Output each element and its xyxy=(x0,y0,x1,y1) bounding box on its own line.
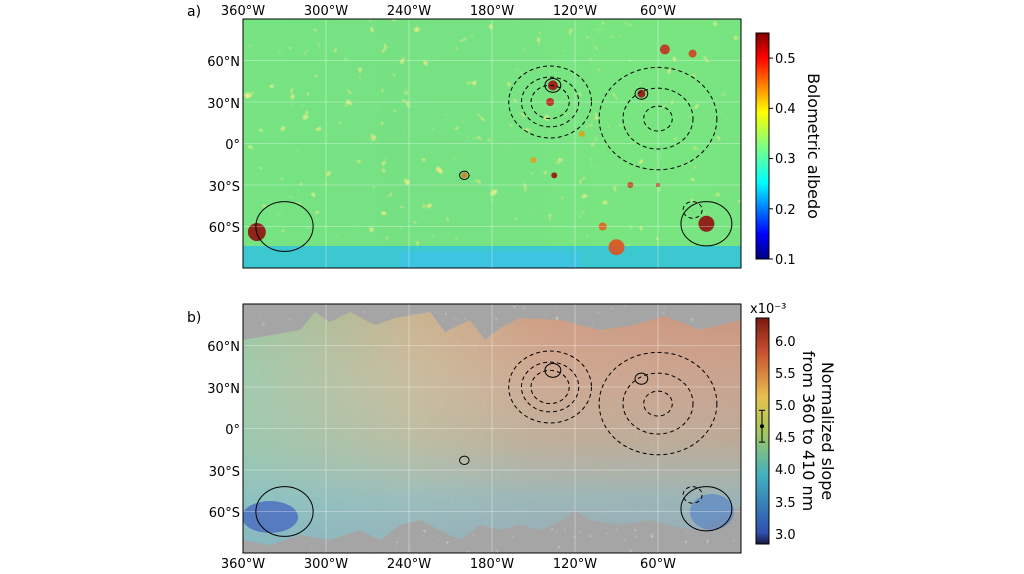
colorbar-tick-label: 3.5 xyxy=(775,496,796,511)
x-tick-label: 120°W xyxy=(553,4,597,19)
colorbar-tick-label: 0.5 xyxy=(775,52,796,67)
colorbar-tick-label: 5.0 xyxy=(775,399,796,414)
solid-contour xyxy=(680,486,733,532)
dashed-contour xyxy=(622,87,694,150)
colorbar-tick-label: 0.3 xyxy=(775,152,796,167)
panel-a-yticks: 60°N 30°N 0° 30°S 60°S xyxy=(207,55,240,236)
y-tick-label: 30°N xyxy=(207,97,240,112)
colorbar-a: 0.1 0.2 0.3 0.4 0.5 Bolometric albedo xyxy=(755,32,823,268)
x-tick-label: 180°W xyxy=(470,4,514,19)
blue-low-slope-region xyxy=(690,494,734,530)
colorbar-tick-label: 4.5 xyxy=(775,431,796,446)
panel-b-xticks: 360°W 300°W 240°W 180°W 120°W 60°W xyxy=(221,557,676,572)
solid-contour xyxy=(459,170,470,180)
colorbar-tick-label: 0.2 xyxy=(775,203,796,218)
colorbar-tick-label: 3.0 xyxy=(775,528,796,543)
colorbar-a-ramp xyxy=(755,32,770,260)
x-tick-label: 360°W xyxy=(221,557,265,572)
panel-b: 360°W 300°W 240°W 180°W 120°W 60°W 60°N … xyxy=(207,302,837,572)
panel-a-label: a) xyxy=(187,4,201,20)
panel-b-label: b) xyxy=(187,310,201,326)
albedo-hotspot xyxy=(698,215,715,232)
solid-contour xyxy=(680,201,733,247)
colorbar-tick-label: 0.4 xyxy=(775,102,796,117)
colorbar-b-label-line2: from 360 to 410 nm xyxy=(799,351,818,511)
colorbar-tick-label: 5.5 xyxy=(775,367,796,382)
y-tick-label: 60°S xyxy=(209,221,240,236)
solid-contour xyxy=(255,201,314,252)
colorbar-tick-label: 6.0 xyxy=(775,335,796,350)
solid-contour xyxy=(634,372,649,385)
dashed-contour xyxy=(530,369,570,405)
colorbar-b: x10⁻³ 3.0 3.5 4.0 4.5 5.0 5.5 6.0 Normal… xyxy=(750,302,837,545)
error-marker-point xyxy=(760,424,764,429)
blue-low-slope-region xyxy=(243,501,298,533)
dashed-contour xyxy=(598,351,718,456)
y-tick-label: 60°N xyxy=(207,55,240,70)
albedo-hotspot xyxy=(608,239,625,256)
dashed-contour xyxy=(622,372,694,435)
dashed-contour xyxy=(682,486,703,504)
colorbar-multiplier: x10⁻³ xyxy=(750,302,786,317)
albedo-hotspot xyxy=(659,44,670,55)
colorbar-error-marker xyxy=(759,409,765,443)
dashed-contour xyxy=(508,65,592,139)
panel-b-grid xyxy=(242,304,741,553)
panel-b-frame xyxy=(242,303,742,554)
x-tick-label: 180°W xyxy=(470,557,514,572)
x-tick-label: 240°W xyxy=(387,557,431,572)
y-tick-label: 0° xyxy=(225,138,240,153)
y-tick-label: 30°S xyxy=(209,465,240,480)
dashed-contour xyxy=(508,350,592,424)
albedo-hotspot xyxy=(688,49,697,58)
x-tick-label: 300°W xyxy=(304,4,348,19)
dashed-contour xyxy=(520,76,580,128)
x-tick-label: 120°W xyxy=(553,557,597,572)
panel-b-yticks: 60°N 30°N 0° 30°S 60°S xyxy=(207,340,240,521)
solid-contour xyxy=(255,486,314,537)
x-tick-label: 300°W xyxy=(304,557,348,572)
colorbar-b-label-line1: Normalized slope xyxy=(818,362,837,500)
x-tick-label: 60°W xyxy=(640,557,676,572)
y-tick-label: 60°N xyxy=(207,340,240,355)
panel-a: 360°W 300°W 240°W 180°W 120°W 60°W 60°N … xyxy=(207,4,823,269)
solid-contour xyxy=(544,77,562,93)
panel-a-contours xyxy=(255,65,733,252)
albedo-hotspot xyxy=(578,130,585,137)
albedo-hotspot xyxy=(551,172,558,179)
dashed-contour xyxy=(598,66,718,171)
colorbar-a-label: Bolometric albedo xyxy=(804,73,823,219)
solid-contour xyxy=(544,362,562,378)
dashed-contour xyxy=(643,390,673,417)
albedo-hotspot xyxy=(637,89,646,98)
x-tick-label: 240°W xyxy=(387,4,431,19)
panel-a-frame xyxy=(242,18,742,269)
y-tick-label: 30°S xyxy=(209,180,240,195)
x-tick-label: 360°W xyxy=(221,4,265,19)
albedo-hotspot xyxy=(461,172,468,179)
colorbar-tick-label: 4.0 xyxy=(775,463,796,478)
panel-b-contours xyxy=(255,350,733,537)
solid-contour xyxy=(459,455,470,465)
solid-contour xyxy=(634,87,649,100)
dashed-contour xyxy=(682,201,703,219)
y-tick-label: 60°S xyxy=(209,506,240,521)
dashed-contour xyxy=(520,361,580,413)
albedo-hotspot xyxy=(530,157,537,164)
panel-a-xticks: 360°W 300°W 240°W 180°W 120°W 60°W xyxy=(221,4,676,19)
colorbar-tick-label: 0.1 xyxy=(775,253,796,268)
y-tick-label: 0° xyxy=(225,423,240,438)
y-tick-label: 30°N xyxy=(207,382,240,397)
x-tick-label: 60°W xyxy=(640,4,676,19)
dashed-contour xyxy=(530,84,570,120)
